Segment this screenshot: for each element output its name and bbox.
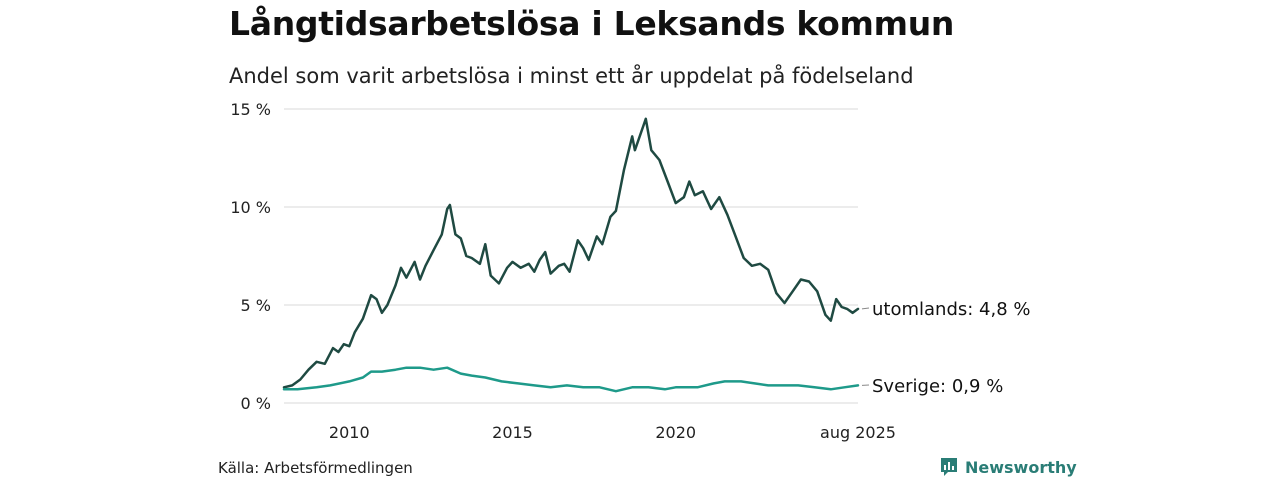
series-end-label: Sverige: 0,9 % bbox=[872, 376, 1003, 397]
y-tick-label: 0 % bbox=[241, 394, 271, 413]
end-label-leader bbox=[862, 308, 869, 309]
source-note: Källa: Arbetsförmedlingen bbox=[218, 459, 413, 477]
brand-logo[interactable]: Newsworthy bbox=[939, 456, 1077, 478]
series-line-sverige bbox=[284, 368, 858, 392]
x-tick-label: aug 2025 bbox=[820, 423, 896, 442]
x-tick-label: 2010 bbox=[329, 423, 370, 442]
series-line-utomlands bbox=[284, 119, 858, 388]
newsworthy-logo-icon bbox=[939, 456, 959, 478]
y-tick-label: 10 % bbox=[230, 198, 271, 217]
brand-name: Newsworthy bbox=[965, 458, 1077, 477]
x-tick-label: 2020 bbox=[655, 423, 696, 442]
x-tick-label: 2015 bbox=[492, 423, 533, 442]
y-tick-label: 15 % bbox=[230, 100, 271, 119]
series-end-label: utomlands: 4,8 % bbox=[872, 299, 1031, 320]
y-tick-label: 5 % bbox=[241, 296, 271, 315]
